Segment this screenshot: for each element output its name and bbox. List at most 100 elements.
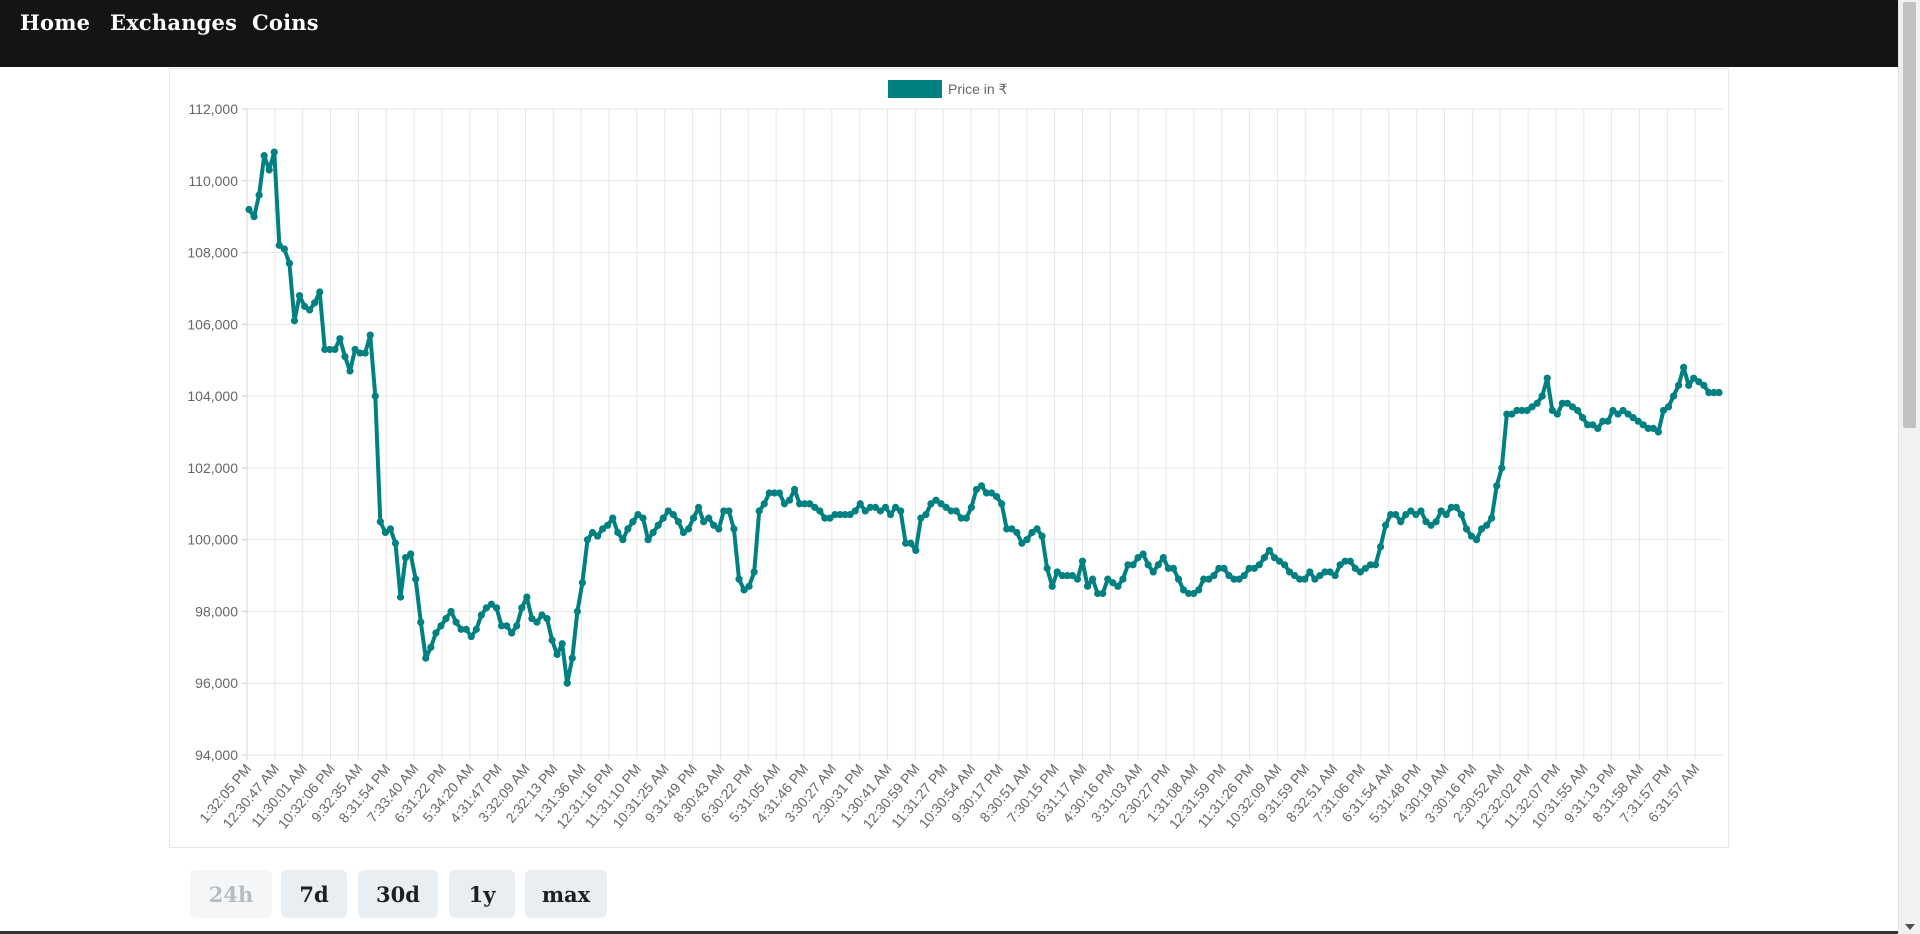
price-point[interactable]: [902, 539, 910, 547]
price-point[interactable]: [1669, 392, 1678, 400]
price-point[interactable]: [1553, 410, 1561, 418]
price-point[interactable]: [1028, 528, 1036, 537]
price-point[interactable]: [674, 518, 682, 526]
price-point[interactable]: [1270, 554, 1279, 562]
price-point[interactable]: [639, 514, 647, 522]
price-point[interactable]: [1604, 417, 1612, 425]
price-point[interactable]: [341, 353, 349, 361]
price-point[interactable]: [1467, 532, 1476, 540]
price-point[interactable]: [700, 518, 708, 526]
price-point[interactable]: [1442, 510, 1450, 519]
price-point[interactable]: [467, 632, 475, 641]
price-point[interactable]: [876, 507, 885, 515]
price-point[interactable]: [684, 525, 693, 533]
price-point[interactable]: [1609, 406, 1617, 415]
price-point[interactable]: [780, 500, 789, 508]
price-point[interactable]: [1376, 543, 1385, 551]
price-point[interactable]: [538, 611, 546, 619]
price-point[interactable]: [1240, 571, 1248, 580]
price-point[interactable]: [604, 521, 612, 529]
price-point[interactable]: [513, 622, 521, 630]
price-point[interactable]: [1523, 406, 1531, 415]
scroll-down-arrow-icon[interactable]: [1905, 924, 1915, 930]
price-point[interactable]: [1533, 399, 1541, 407]
price-point[interactable]: [937, 500, 945, 508]
price-point[interactable]: [1371, 561, 1380, 569]
nav-home-link[interactable]: Home: [20, 10, 91, 35]
price-point[interactable]: [1518, 406, 1526, 415]
price-point[interactable]: [311, 299, 319, 307]
price-point[interactable]: [1472, 536, 1481, 544]
price-point[interactable]: [1659, 406, 1668, 415]
chart-legend[interactable]: Price in ₹: [888, 80, 1008, 98]
price-point[interactable]: [472, 625, 480, 633]
price-point[interactable]: [482, 604, 491, 612]
price-point[interactable]: [1190, 589, 1198, 598]
price-point[interactable]: [917, 514, 925, 522]
price-point[interactable]: [1412, 510, 1420, 519]
price-point[interactable]: [1584, 421, 1592, 429]
price-point[interactable]: [897, 507, 905, 515]
price-point[interactable]: [1366, 561, 1375, 569]
price-point[interactable]: [760, 500, 768, 508]
price-point[interactable]: [1619, 406, 1627, 415]
price-point[interactable]: [1089, 575, 1097, 583]
nav-exchanges-link[interactable]: Exchanges: [110, 10, 238, 35]
price-point[interactable]: [1664, 403, 1673, 411]
price-point[interactable]: [1164, 564, 1172, 572]
price-point[interactable]: [927, 500, 935, 508]
price-point[interactable]: [1063, 571, 1071, 580]
price-point[interactable]: [568, 654, 576, 662]
price-point[interactable]: [715, 525, 723, 533]
price-point[interactable]: [1255, 561, 1263, 569]
price-point[interactable]: [533, 618, 541, 626]
price-point[interactable]: [634, 510, 642, 519]
price-point[interactable]: [1306, 568, 1314, 576]
price-point[interactable]: [1134, 554, 1142, 562]
price-point[interactable]: [1073, 575, 1082, 583]
price-point[interactable]: [1558, 399, 1567, 407]
price-point[interactable]: [801, 500, 809, 508]
price-point[interactable]: [432, 629, 440, 637]
price-point[interactable]: [1513, 406, 1521, 415]
price-point[interactable]: [497, 622, 506, 630]
price-point[interactable]: [295, 292, 304, 300]
price-point[interactable]: [1361, 564, 1369, 572]
price-point[interactable]: [1674, 381, 1683, 389]
price-point[interactable]: [1210, 571, 1218, 580]
price-point[interactable]: [401, 554, 410, 562]
price-point[interactable]: [1139, 550, 1147, 558]
price-point[interactable]: [1392, 510, 1400, 519]
price-point[interactable]: [1215, 564, 1223, 572]
price-point[interactable]: [1149, 568, 1157, 576]
price-point[interactable]: [770, 489, 778, 497]
price-point[interactable]: [548, 636, 556, 644]
price-point[interactable]: [427, 643, 435, 651]
price-point[interactable]: [1680, 363, 1688, 371]
price-point[interactable]: [1008, 525, 1016, 533]
price-point[interactable]: [1387, 510, 1395, 519]
price-point[interactable]: [710, 521, 718, 529]
price-point[interactable]: [346, 367, 354, 375]
price-point[interactable]: [1184, 589, 1193, 598]
price-point[interactable]: [1548, 406, 1556, 415]
price-point[interactable]: [1422, 518, 1430, 526]
price-point[interactable]: [1104, 575, 1112, 583]
price-point[interactable]: [1649, 424, 1657, 433]
price-point[interactable]: [1452, 503, 1460, 511]
price-point[interactable]: [1043, 564, 1051, 572]
price-point[interactable]: [396, 593, 405, 601]
price-point[interactable]: [1528, 403, 1536, 411]
price-point[interactable]: [1639, 421, 1647, 429]
price-point[interactable]: [1200, 575, 1208, 583]
price-point[interactable]: [1311, 575, 1319, 583]
price-point[interactable]: [1003, 525, 1011, 533]
price-point[interactable]: [1563, 399, 1572, 407]
price-point[interactable]: [947, 507, 955, 515]
price-point[interactable]: [750, 568, 758, 576]
price-point[interactable]: [1685, 381, 1693, 389]
price-point[interactable]: [1397, 518, 1405, 526]
price-point[interactable]: [654, 521, 662, 529]
price-point[interactable]: [1488, 514, 1496, 522]
price-point[interactable]: [952, 507, 960, 515]
